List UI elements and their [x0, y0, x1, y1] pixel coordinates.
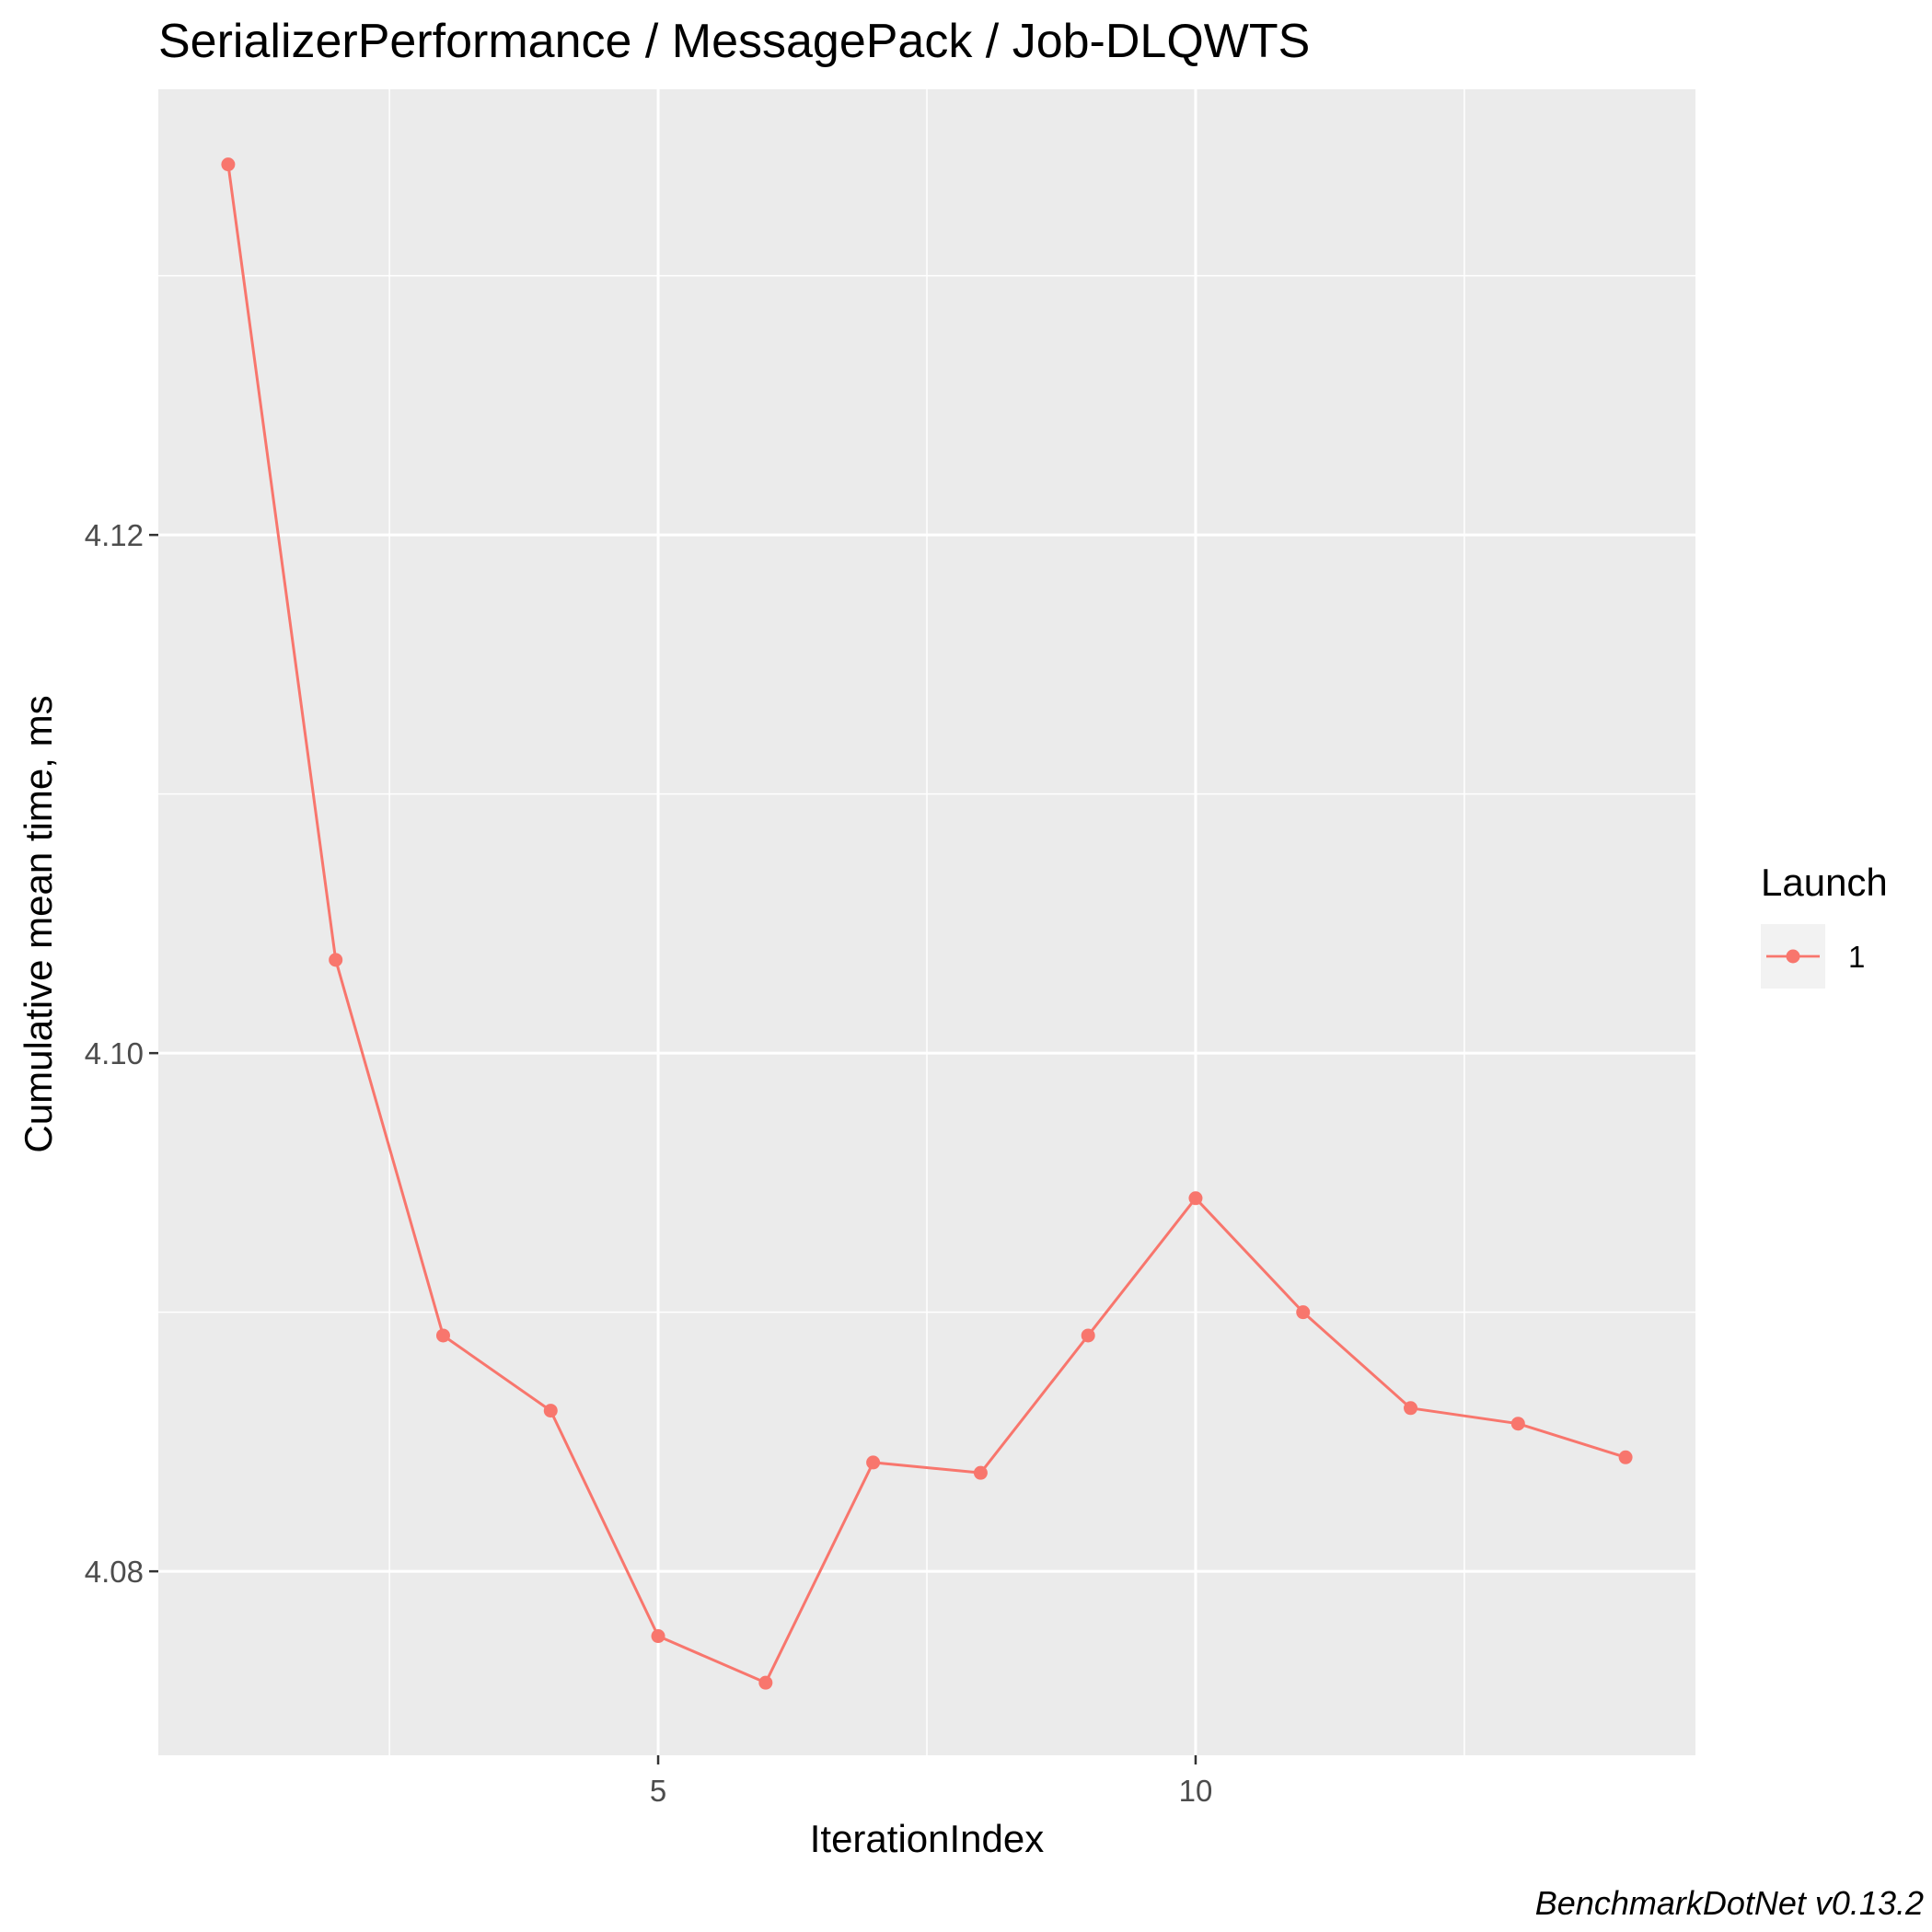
legend-label: 1 — [1848, 940, 1865, 974]
y-axis-title: Cumulative mean time, ms — [17, 695, 60, 1152]
legend: Launch 1 — [1761, 861, 1888, 989]
data-point — [973, 1465, 988, 1480]
minor-gridlines — [158, 89, 1695, 1755]
x-axis-title: IterationIndex — [810, 1817, 1045, 1860]
data-point — [1404, 1401, 1418, 1416]
data-point — [329, 953, 343, 967]
data-point — [435, 1328, 450, 1343]
y-axis: 4.08 4.10 4.12 — [85, 518, 158, 1589]
data-point — [543, 1404, 558, 1418]
data-point — [651, 1629, 665, 1644]
series-line — [226, 164, 1626, 1684]
data-point — [1188, 1191, 1203, 1206]
y-tick-label: 4.08 — [85, 1555, 144, 1589]
data-point — [1510, 1417, 1525, 1431]
x-tick-label: 5 — [650, 1774, 666, 1808]
x-tick-label: 10 — [1179, 1774, 1213, 1808]
y-tick-label: 4.10 — [85, 1036, 144, 1070]
legend-title: Launch — [1761, 861, 1888, 904]
major-gridlines — [158, 89, 1695, 1755]
y-tick-label: 4.12 — [85, 518, 144, 552]
data-point — [758, 1675, 773, 1690]
caption: BenchmarkDotNet v0.13.2 — [1535, 1884, 1924, 1922]
x-axis: 5 10 — [650, 1755, 1212, 1808]
data-point — [866, 1455, 881, 1470]
chart-title: SerializerPerformance / MessagePack / Jo… — [158, 15, 1310, 68]
data-point — [1296, 1305, 1311, 1320]
series-layer — [221, 157, 1633, 1690]
data-point — [1081, 1328, 1095, 1343]
legend-key-point — [1786, 949, 1800, 964]
data-point — [1618, 1450, 1633, 1464]
data-point — [221, 157, 236, 172]
